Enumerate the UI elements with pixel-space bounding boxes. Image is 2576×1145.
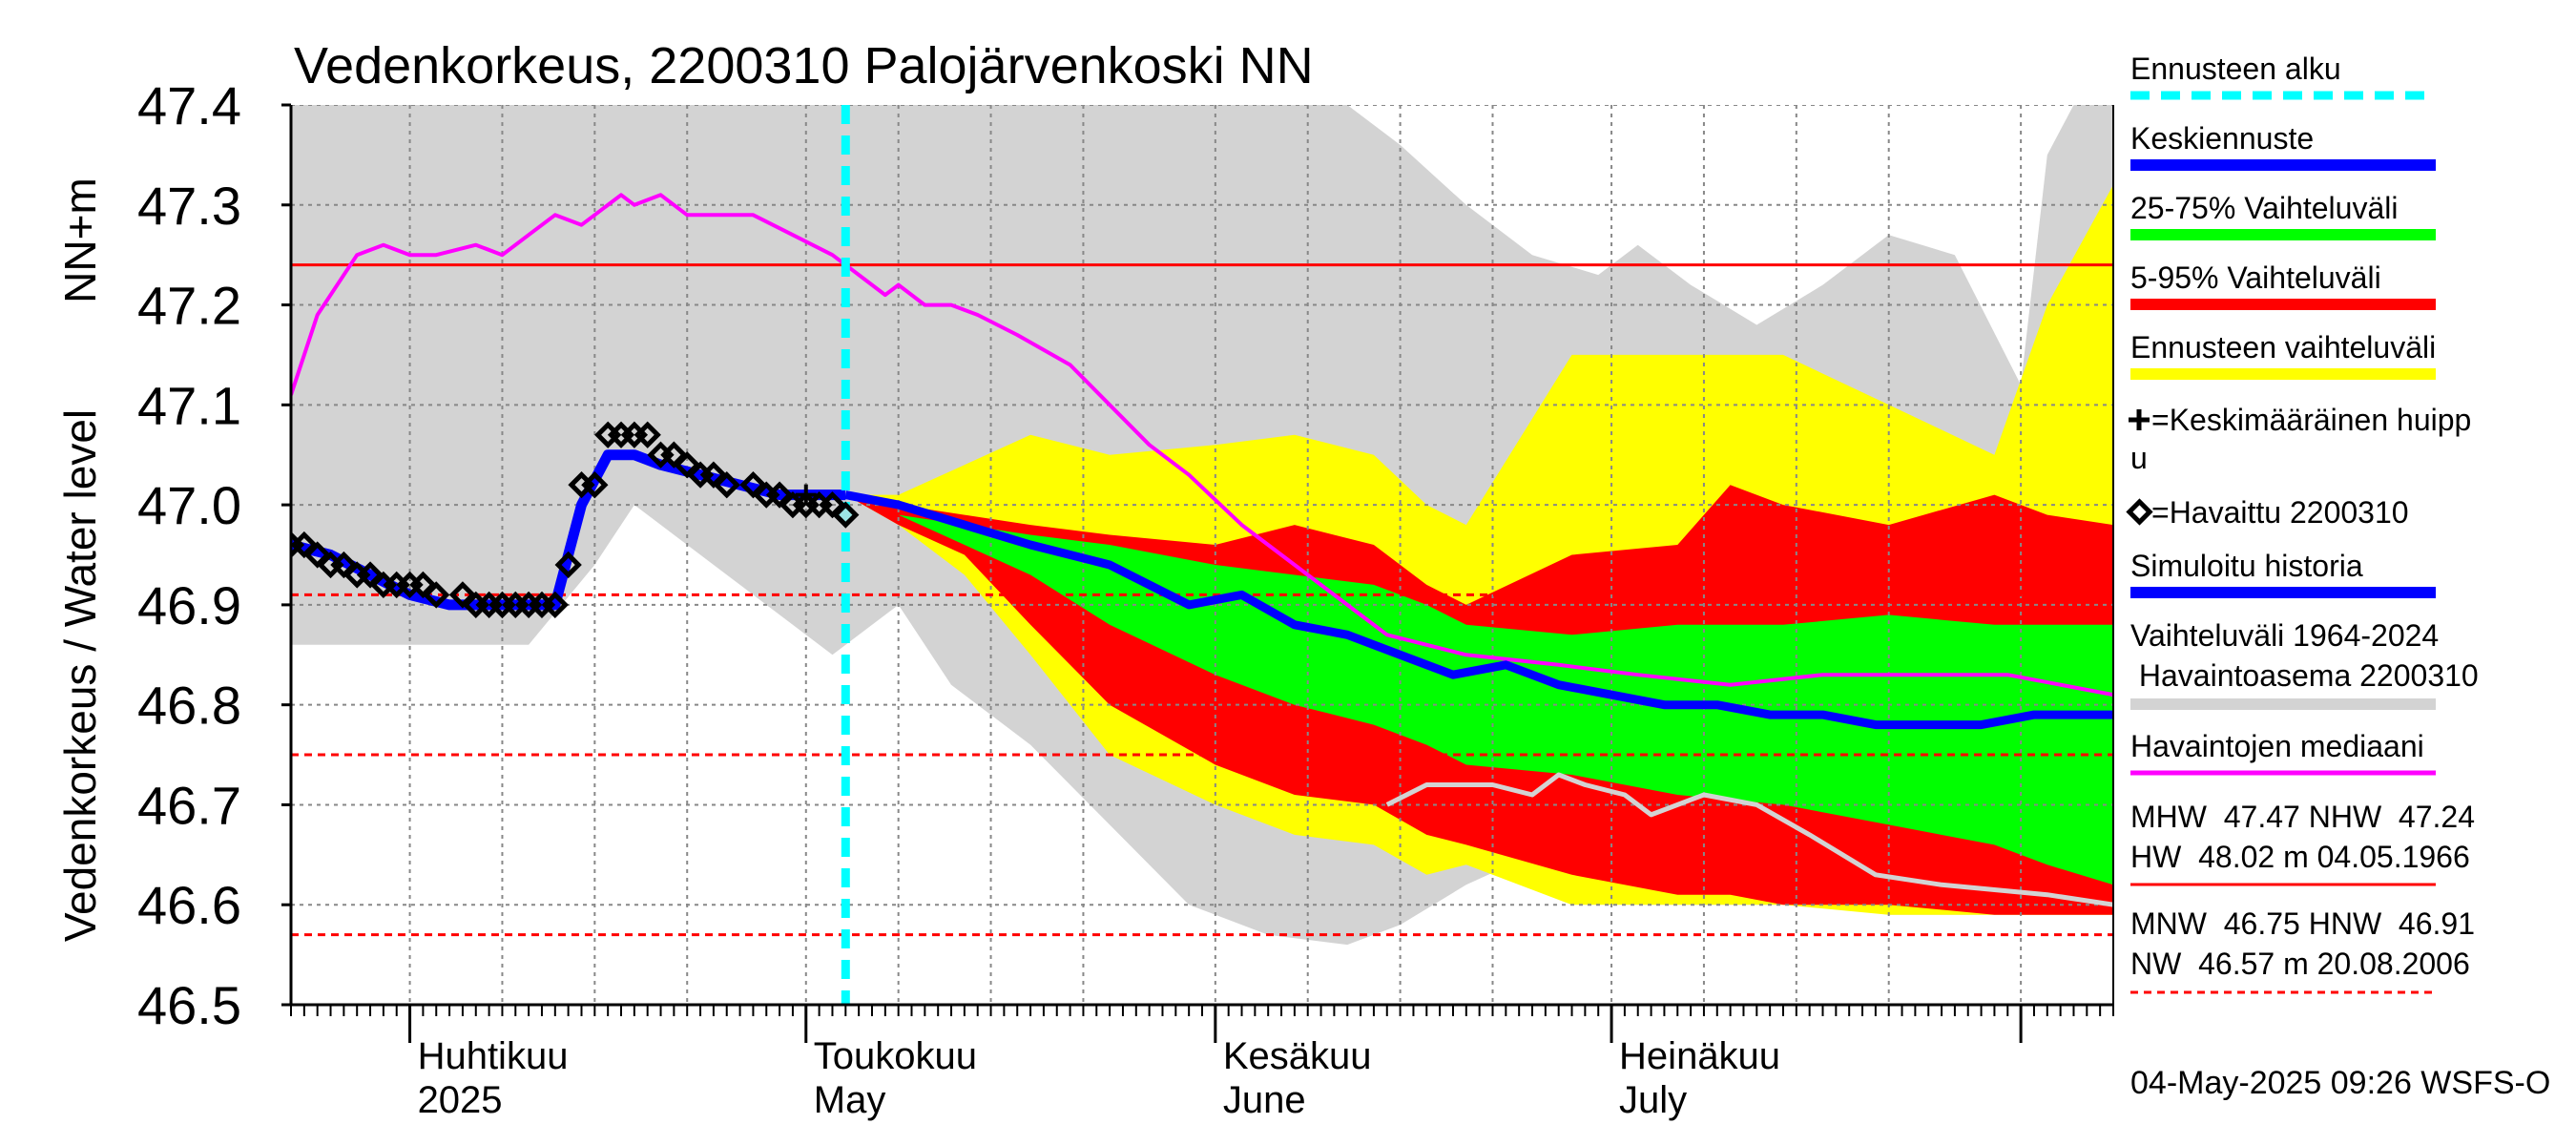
y-tick-label: 47.4: [137, 75, 241, 135]
series-mean-forecast: [844, 490, 2113, 730]
legend-mean-peak-icon: [2129, 409, 2150, 430]
x-tick-label-sub: July: [1619, 1079, 1687, 1121]
observed-point: [713, 471, 740, 499]
series-lowest-observed: [1385, 772, 2113, 907]
axes: 46.5 46.6 46.7 46.8 46.9 47.0 47.1 47.2 47.3 47.4…: [137, 75, 2114, 1121]
x-tick-label-month: Kesäkuu: [1223, 1035, 1372, 1077]
y-tick-label: 46.9: [137, 575, 241, 635]
legend-label-mean-forecast: Keskiennuste: [2130, 121, 2314, 156]
legend-label-range-2: Havaintoasema 2200310: [2130, 658, 2479, 693]
series-median: [291, 193, 2113, 697]
y-axis-label: Vedenkorkeus / Water level: [55, 409, 105, 942]
legend-label-median: Havaintojen mediaani: [2130, 729, 2424, 763]
legend-observed-diamond-icon: [2126, 498, 2153, 526]
legend-stats-low-1: MNW 46.75 HNW 46.91: [2130, 906, 2475, 941]
legend-label-forecast-range: Ennusteen vaihteluväli: [2130, 330, 2436, 364]
y-tick-label: 47.1: [137, 375, 241, 435]
legend-label-5-95: 5-95% Vaihteluväli: [2130, 260, 2381, 295]
plot-area: [291, 105, 2113, 1005]
chart-title: Vedenkorkeus, 2200310 Palojärvenkoski NN: [294, 37, 1314, 94]
observed-point: [832, 501, 860, 529]
x-tick-label-sub: 2025: [418, 1079, 503, 1121]
y-axis-unit: NN+m: [55, 177, 105, 303]
x-tick-label-sub: May: [814, 1079, 886, 1121]
y-tick-label: 46.7: [137, 775, 241, 835]
y-tick-label: 46.6: [137, 875, 241, 935]
observed-point: [541, 591, 569, 619]
legend-stats-low-2: NW 46.57 m 20.08.2006: [2130, 947, 2470, 981]
series-simulated-history: [291, 449, 846, 611]
y-tick-label: 47.0: [137, 475, 241, 535]
y-tick-label: 46.8: [137, 676, 241, 736]
observed-point: [581, 471, 609, 499]
legend-label-forecast-start: Ennusteen alku: [2130, 52, 2341, 86]
x-tick-label-month: Heinäkuu: [1619, 1035, 1780, 1077]
x-tick-label-sub: June: [1223, 1079, 1306, 1121]
x-tick-label-month: Toukokuu: [814, 1035, 977, 1077]
legend-label-mean-peak: =Keskimääräinen huipp: [2151, 403, 2471, 437]
legend-label-25-75: 25-75% Vaihteluväli: [2130, 191, 2398, 225]
legend-label-mean-peak-cont: u: [2130, 441, 2148, 475]
legend-stats-high-2: HW 48.02 m 04.05.1966: [2130, 840, 2470, 874]
observed-point: [634, 421, 661, 448]
legend-stats-high-1: MHW 47.47 NHW 47.24: [2130, 800, 2475, 834]
legend-label-range-1: Vaihteluväli 1964-2024: [2130, 618, 2439, 653]
legend: Ennusteen alku Keskiennuste 25-75% Vaiht…: [2126, 52, 2479, 994]
x-tick-label-month: Huhtikuu: [418, 1035, 569, 1077]
observed-point: [423, 581, 450, 609]
y-tick-label: 47.3: [137, 176, 241, 236]
legend-label-simulated: Simuloitu historia: [2130, 549, 2363, 583]
y-tick-label: 47.2: [137, 276, 241, 336]
observed-point: [554, 551, 582, 579]
y-tick-label: 46.5: [137, 975, 241, 1035]
legend-label-observed: =Havaittu 2200310: [2151, 495, 2409, 530]
timestamp-footer: 04-May-2025 09:26 WSFS-O: [2130, 1065, 2550, 1101]
